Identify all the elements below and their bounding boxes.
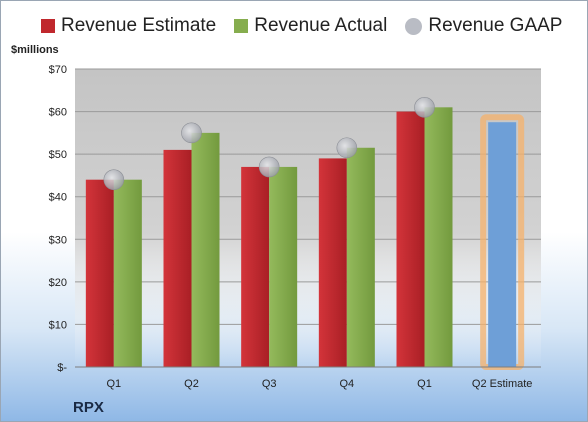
- bar-revenue-actual: [191, 132, 220, 367]
- legend-revenue-estimate: Revenue Estimate: [41, 15, 216, 37]
- x-tick-label: Q2 Estimate: [472, 378, 533, 390]
- y-tick-label: $60: [49, 107, 67, 119]
- y-tick-label: $70: [49, 64, 67, 76]
- legend-label-estimate: Revenue Estimate: [61, 15, 217, 36]
- y-tick-label: $20: [49, 277, 67, 289]
- legend-label-actual: Revenue Actual: [254, 15, 388, 36]
- legend-swatch-estimate: [41, 19, 55, 33]
- plot-area: $- $10 $20 $30 $40 $50 $60 $70 Q1 Q2 Q3 Q4 Q1 Q2 Esti…: [49, 64, 541, 390]
- bar-revenue-estimate: [85, 179, 114, 367]
- x-tick-label: Q4: [339, 378, 354, 390]
- bar-revenue-estimate: [163, 149, 192, 367]
- bar-revenue-forecast: [488, 122, 517, 367]
- y-axis-unit-label: $millions: [11, 44, 59, 56]
- bar-revenue-estimate: [241, 166, 270, 367]
- bar-revenue-actual: [346, 147, 375, 367]
- y-tick-label: $40: [49, 192, 67, 204]
- company-ticker: RPX: [73, 399, 104, 416]
- point-revenue-gaap: [414, 97, 435, 118]
- legend-swatch-actual: [234, 19, 249, 33]
- legend-revenue-gaap: Revenue GAAP: [405, 15, 562, 37]
- bar-revenue-estimate: [396, 111, 425, 367]
- bar-revenue-actual: [269, 166, 298, 367]
- bar-revenue-actual: [424, 107, 453, 368]
- point-revenue-gaap: [103, 169, 125, 190]
- legend-swatch-gaap: [405, 17, 423, 35]
- y-tick-label: $30: [49, 234, 67, 246]
- y-tick-label: $50: [49, 149, 67, 161]
- x-tick-label: Q1: [417, 378, 432, 390]
- x-tick-label: Q2: [184, 378, 199, 390]
- point-revenue-gaap: [181, 122, 202, 144]
- point-revenue-gaap: [336, 137, 358, 159]
- bar-revenue-actual: [113, 179, 142, 367]
- x-tick-label: Q3: [262, 378, 277, 390]
- y-tick-label: $-: [57, 362, 67, 374]
- legend-label-gaap: Revenue GAAP: [428, 15, 563, 36]
- legend: Revenue Estimate Revenue Actual Revenue …: [41, 15, 562, 37]
- legend-revenue-actual: Revenue Actual: [234, 15, 387, 37]
- y-tick-label: $10: [49, 319, 67, 331]
- bar-revenue-estimate: [318, 158, 347, 367]
- x-tick-label: Q1: [106, 378, 121, 390]
- plot-background: [75, 69, 541, 367]
- point-revenue-gaap: [258, 156, 280, 178]
